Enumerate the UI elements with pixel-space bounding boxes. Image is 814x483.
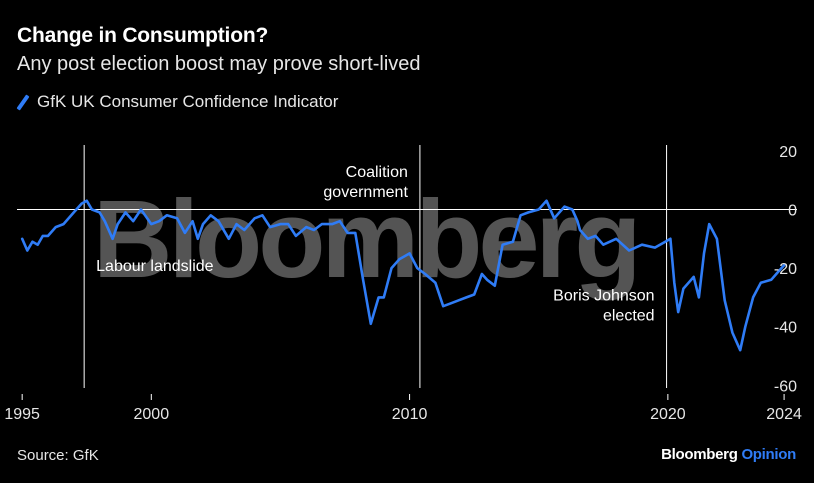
y-tick-label: -60 xyxy=(774,378,797,395)
brand-suffix: Opinion xyxy=(741,446,796,463)
annotation-labels: Labour landslide Coalition government Boris… xyxy=(96,164,654,324)
annotation-label: government xyxy=(323,184,408,201)
x-tick-label: 2010 xyxy=(392,406,428,423)
series-layer xyxy=(20,199,786,352)
y-tick-label: 20 xyxy=(779,144,797,161)
annotation-label: Labour landslide xyxy=(96,258,214,275)
x-tick-label: 2024 xyxy=(766,406,802,423)
series-line xyxy=(20,199,786,352)
annotation-label: Boris Johnson xyxy=(553,287,654,304)
chart-title: Change in Consumption? xyxy=(17,24,269,47)
x-axis-ticks: 1995 2000 2010 2020 2024 xyxy=(4,394,802,423)
y-tick-label: 0 xyxy=(788,202,797,219)
legend-label: GfK UK Consumer Confidence Indicator xyxy=(37,92,339,111)
y-tick-label: -40 xyxy=(774,320,797,337)
brand-name: Bloomberg xyxy=(661,446,738,463)
annotation-label: elected xyxy=(603,307,655,324)
annotation-lines xyxy=(83,145,668,388)
brand-logo: Bloomberg Opinion xyxy=(661,446,796,463)
y-axis-ticks: 20 0 -20 -40 -60 xyxy=(774,144,797,395)
legend: GfK UK Consumer Confidence Indicator xyxy=(16,92,339,112)
x-tick-label: 1995 xyxy=(4,406,40,423)
x-tick-label: 2000 xyxy=(134,406,170,423)
watermark: Bloomberg xyxy=(93,178,638,301)
y-tick-label: -20 xyxy=(774,261,797,278)
chart-subtitle: Any post election boost may prove short-… xyxy=(17,53,421,75)
annotation-label: Coalition xyxy=(346,164,408,181)
source-note: Source: GfK xyxy=(17,447,99,464)
x-tick-label: 2020 xyxy=(650,406,686,423)
